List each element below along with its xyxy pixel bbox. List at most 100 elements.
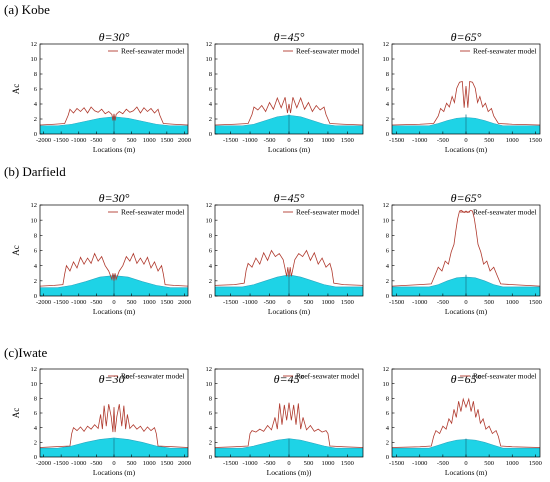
y-tick-label: 6	[209, 248, 213, 255]
y-axis-label: Ac	[11, 408, 21, 419]
x-tick-label: 1000	[506, 460, 519, 467]
x-tick-label: -500	[90, 460, 102, 467]
y-tick-label: 0	[209, 131, 212, 138]
x-tick-label: 500	[484, 460, 494, 467]
x-tick-label: 2000	[178, 460, 191, 467]
series-line-reef-seawater	[391, 209, 541, 287]
y-tick-label: 12	[206, 366, 213, 373]
x-tick-label: 1000	[506, 137, 519, 144]
x-tick-label: -500	[437, 299, 449, 306]
x-tick-label: 500	[304, 137, 314, 144]
x-tick-label: -1000	[242, 299, 257, 306]
y-tick-label: 2	[386, 116, 389, 123]
legend-label: Reef-seawater model	[473, 208, 537, 217]
x-tick-label: -500	[264, 299, 276, 306]
x-tick-label: -1500	[54, 137, 69, 144]
series-line-reef-seawater	[214, 96, 364, 126]
x-tick-label: -500	[437, 460, 449, 467]
x-tick-label: 1000	[143, 460, 156, 467]
legend-label: Reef-seawater model	[121, 372, 185, 381]
legend-label: Reef-seawater model	[473, 47, 537, 56]
x-tick-label: -1000	[71, 299, 86, 306]
x-tick-label: 0	[464, 460, 467, 467]
x-tick-label: -1000	[412, 299, 427, 306]
x-tick-label: -1500	[223, 460, 238, 467]
panel-title: θ=45°	[274, 30, 305, 44]
y-tick-label: 0	[34, 131, 37, 138]
y-tick-label: 2	[209, 278, 212, 285]
y-tick-label: 10	[206, 56, 213, 63]
y-tick-label: 0	[34, 454, 37, 461]
y-tick-label: 10	[31, 217, 38, 224]
x-tick-label: 1500	[341, 299, 354, 306]
chart-panel: θ=65° 0 2 4 6 8 10 12 -1500 -1000 -500 0 500 1000 1500…	[383, 191, 542, 316]
y-tick-label: 8	[209, 396, 212, 403]
x-tick-label: -2000	[36, 137, 51, 144]
row-label: (c)Iwate	[4, 345, 48, 360]
x-tick-label: -500	[264, 460, 276, 467]
x-tick-label: 500	[127, 460, 137, 467]
y-tick-label: 10	[31, 56, 38, 63]
y-tick-label: 8	[34, 233, 37, 240]
y-tick-label: 8	[386, 396, 389, 403]
x-tick-label: -1000	[71, 137, 86, 144]
y-tick-label: 0	[209, 293, 212, 300]
y-tick-label: 12	[31, 202, 38, 209]
x-tick-label: -1500	[389, 137, 404, 144]
x-axis-label: Locations (m))	[267, 468, 312, 477]
chart-panel: θ=45° 0 2 4 6 8 10 12 -1500 -1000 -500 0 500 1000 1500…	[206, 30, 364, 154]
legend-label: Reef-seawater model	[296, 372, 360, 381]
y-tick-label: 4	[386, 425, 390, 432]
chart-panel: θ=30° 0 2 4 6 8 10 12 -2000 -1500 -1000 -500 0 500 100…	[11, 30, 191, 154]
y-tick-label: 10	[383, 381, 390, 388]
y-tick-label: 8	[209, 233, 212, 240]
y-tick-label: 6	[386, 410, 390, 417]
y-tick-label: 4	[209, 263, 213, 270]
x-tick-label: 500	[304, 299, 314, 306]
x-tick-label: -1000	[412, 460, 427, 467]
x-tick-label: 1500	[529, 137, 542, 144]
x-tick-label: 1500	[529, 460, 542, 467]
panel-title: θ=45°	[274, 191, 305, 205]
y-tick-label: 4	[34, 101, 38, 108]
series-line-reef-seawater	[391, 80, 541, 126]
chart-panel: θ=45° 0 2 4 6 8 10 12 -1500 -1000 -500 0 500 1000 1500…	[206, 191, 364, 316]
legend-label: Reef-seawater model	[121, 47, 185, 56]
x-axis-label: Locations (m)	[93, 307, 136, 316]
x-axis-label: Locations (m)	[268, 307, 311, 316]
legend-label: Reef-seawater model	[296, 47, 360, 56]
x-tick-label: 1000	[321, 137, 334, 144]
y-tick-label: 12	[383, 41, 390, 48]
x-tick-label: -500	[90, 137, 102, 144]
y-tick-label: 8	[386, 233, 389, 240]
x-tick-label: 500	[484, 137, 494, 144]
x-tick-label: -1500	[223, 299, 238, 306]
x-tick-label: 500	[484, 299, 494, 306]
reef-outline	[40, 437, 188, 449]
chart-panel: θ=65° 0 2 4 6 8 10 12 -1500 -1000 -500 0 500 1000 1500…	[383, 366, 542, 477]
x-tick-label: 500	[127, 137, 137, 144]
y-tick-label: 2	[386, 278, 389, 285]
y-tick-label: 6	[209, 410, 213, 417]
y-tick-label: 2	[34, 278, 37, 285]
x-tick-label: 0	[464, 137, 467, 144]
y-tick-label: 12	[31, 41, 38, 48]
y-tick-label: 12	[383, 202, 390, 209]
y-tick-label: 8	[34, 71, 37, 78]
series-line-reef-seawater	[214, 249, 364, 286]
series-line-reef-seawater	[39, 106, 189, 126]
x-tick-label: 0	[287, 460, 290, 467]
y-tick-label: 0	[34, 293, 37, 300]
y-tick-label: 10	[206, 217, 213, 224]
legend-label: Reef-seawater model	[121, 208, 185, 217]
x-tick-label: 1000	[143, 299, 156, 306]
x-tick-label: 2000	[178, 299, 191, 306]
x-tick-label: 1000	[321, 460, 334, 467]
y-tick-label: 12	[31, 366, 38, 373]
x-tick-label: -500	[264, 137, 276, 144]
chart-panel: θ=30° 0 2 4 6 8 10 12 -2000 -1500 -1000 -500 0 500 100…	[11, 191, 191, 316]
panel-title: θ=30°	[99, 30, 130, 44]
x-tick-label: 1000	[321, 299, 334, 306]
y-tick-label: 6	[386, 86, 390, 93]
